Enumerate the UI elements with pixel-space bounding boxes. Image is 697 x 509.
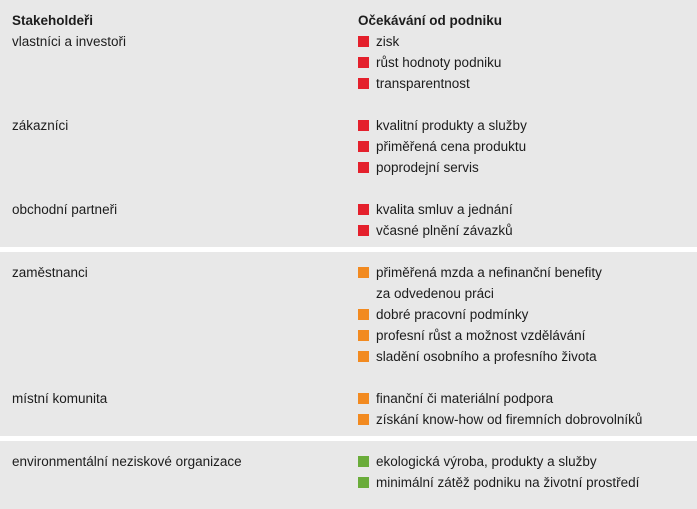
green-square-bullet-icon — [358, 477, 369, 488]
section-background-1 — [0, 0, 697, 247]
stakeholder-label: zaměstnanci — [12, 265, 88, 280]
red-square-bullet-icon — [358, 120, 369, 131]
expectation-item: růst hodnoty podniku — [376, 55, 502, 70]
orange-square-bullet-icon — [358, 393, 369, 404]
red-square-bullet-icon — [358, 36, 369, 47]
orange-square-bullet-icon — [358, 309, 369, 320]
stakeholder-label: vlastníci a investoři — [12, 34, 127, 49]
expectation-item: sladění osobního a profesního života — [376, 349, 597, 364]
expectation-item: dobré pracovní podmínky — [376, 307, 529, 322]
expectation-item: kvalitní produkty a služby — [376, 118, 527, 133]
expectation-item: ekologická výroba, produkty a služby — [376, 454, 597, 469]
section-background-2 — [0, 252, 697, 436]
expectation-item: transparentnost — [376, 76, 470, 91]
red-square-bullet-icon — [358, 141, 369, 152]
orange-square-bullet-icon — [358, 414, 369, 425]
stakeholder-label: environmentální neziskové organizace — [12, 454, 242, 469]
expectation-item: za odvedenou práci — [376, 286, 494, 301]
red-square-bullet-icon — [358, 162, 369, 173]
expectation-item: přiměřená mzda a nefinanční benefity — [376, 265, 602, 280]
section-background-3 — [0, 441, 697, 509]
expectation-item: kvalita smluv a jednání — [376, 202, 513, 217]
expectation-item: profesní růst a možnost vzdělávání — [376, 328, 586, 343]
stakeholder-label: místní komunita — [12, 391, 108, 406]
expectation-item: finanční či materiální podpora — [376, 391, 554, 406]
stakeholder-label: zákazníci — [12, 118, 69, 133]
expectation-item: poprodejní servis — [376, 160, 479, 175]
red-square-bullet-icon — [358, 78, 369, 89]
stakeholder-label: obchodní partneři — [12, 202, 118, 217]
expectation-item: přiměřená cena produktu — [376, 139, 527, 154]
expectation-item: získání know-how od firemních dobrovolní… — [376, 412, 643, 427]
expectation-item: zisk — [376, 34, 400, 49]
red-square-bullet-icon — [358, 57, 369, 68]
header-stakeholders: Stakeholdeři — [12, 13, 94, 28]
orange-square-bullet-icon — [358, 330, 369, 341]
expectation-item: včasné plnění závazků — [376, 223, 513, 238]
orange-square-bullet-icon — [358, 267, 369, 278]
green-square-bullet-icon — [358, 456, 369, 467]
red-square-bullet-icon — [358, 204, 369, 215]
red-square-bullet-icon — [358, 225, 369, 236]
header-row: Stakeholdeři Očekávání od podniku — [0, 10, 697, 31]
header-expectations: Očekávání od podniku — [358, 13, 503, 28]
orange-square-bullet-icon — [358, 351, 369, 362]
expectation-item: minimální zátěž podniku na životní prost… — [376, 475, 640, 490]
